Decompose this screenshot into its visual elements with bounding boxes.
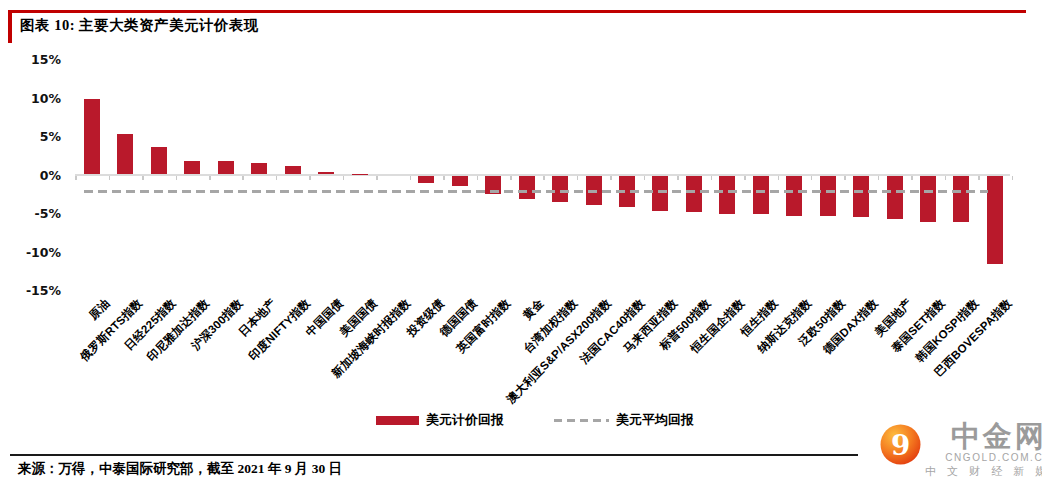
cngold-logo: 9 中金网 CNGOLD.COM.CN 中 文 财 经 新 媒 体 (858, 421, 1040, 491)
x-axis-tick (410, 176, 412, 180)
bar (151, 147, 167, 175)
x-axis-tick (1012, 176, 1014, 180)
logo-tagline: 中 文 财 经 新 媒 体 (925, 465, 1042, 478)
x-axis-tick (778, 176, 780, 180)
logo-name: 中金网 (951, 421, 1042, 451)
bar (352, 174, 368, 175)
logo-text-block: 中金网 CNGOLD.COM.CN 中 文 财 经 新 媒 体 (925, 421, 1042, 478)
x-axis-tick (510, 176, 512, 180)
bar (285, 166, 301, 174)
bar (920, 176, 936, 223)
x-axis-tick (577, 176, 579, 180)
y-axis-label: 10% (31, 90, 61, 105)
x-axis-tick (811, 176, 813, 180)
bar (686, 176, 702, 212)
y-axis-label: 15% (31, 52, 61, 67)
y-axis-label: -10% (26, 244, 61, 259)
x-axis-tick (309, 176, 311, 180)
svg-text:9: 9 (891, 429, 910, 462)
x-axis-tick (242, 176, 244, 180)
x-axis-tick (209, 176, 211, 180)
bar (452, 176, 468, 186)
logo-domain: CNGOLD.COM.CN (945, 452, 1042, 463)
bar (953, 176, 969, 222)
bar (652, 176, 668, 211)
x-axis-tick (75, 176, 77, 180)
x-axis-tick (176, 176, 178, 180)
x-axis-tick (543, 176, 545, 180)
x-axis-tick (978, 176, 980, 180)
x-axis-tick (477, 176, 479, 180)
legend-item-usd-return: 美元计价回报 (376, 411, 504, 429)
y-axis-label: 5% (40, 129, 61, 144)
legend-label-usd-return: 美元计价回报 (426, 411, 504, 429)
bar (318, 172, 334, 174)
y-axis-label: 0% (40, 167, 61, 182)
bar-swatch-icon (376, 416, 419, 425)
bar (418, 176, 434, 184)
bar (853, 176, 869, 218)
cngold-logo-icon: 9 (880, 424, 921, 465)
x-axis-tick (109, 176, 111, 180)
x-axis-category-label: 黄金 (520, 296, 547, 323)
x-axis-tick (610, 176, 612, 180)
x-axis-tick (644, 176, 646, 180)
legend-label-usd-average: 美元平均回报 (616, 411, 694, 429)
bar (117, 134, 133, 174)
x-axis-tick (376, 176, 378, 180)
source-note: 来源：万得，中泰国际研究部，截至 2021 年 9 月 30 日 (18, 460, 342, 478)
bar (987, 176, 1003, 265)
average-return-line (84, 190, 988, 193)
x-axis-tick (945, 176, 947, 180)
bar (218, 161, 234, 174)
bar (719, 176, 735, 215)
x-axis-category-label: 原油 (85, 296, 112, 323)
x-axis-tick (443, 176, 445, 180)
bar (786, 176, 802, 216)
bar (84, 99, 100, 174)
x-axis-tick (878, 176, 880, 180)
x-axis-tick (142, 176, 144, 180)
y-axis-label: -15% (26, 283, 61, 298)
y-axis-label: -5% (35, 206, 61, 221)
x-axis-tick (343, 176, 345, 180)
bar (184, 161, 200, 174)
x-axis-tick (911, 176, 913, 180)
x-axis-tick (844, 176, 846, 180)
x-axis-tick (677, 176, 679, 180)
bar (251, 163, 267, 175)
bar (887, 176, 903, 219)
bar (820, 176, 836, 217)
dashed-line-swatch-icon (554, 419, 609, 422)
x-axis-tick (744, 176, 746, 180)
legend-item-usd-average: 美元平均回报 (554, 411, 694, 429)
bar (519, 176, 535, 200)
bar (753, 176, 769, 215)
report-chart-card: 图表 10: 主要大类资产美元计价表现 15%10%5%0%-5%-10%-15… (0, 0, 1042, 494)
x-axis-tick (711, 176, 713, 180)
x-axis-tick (276, 176, 278, 180)
